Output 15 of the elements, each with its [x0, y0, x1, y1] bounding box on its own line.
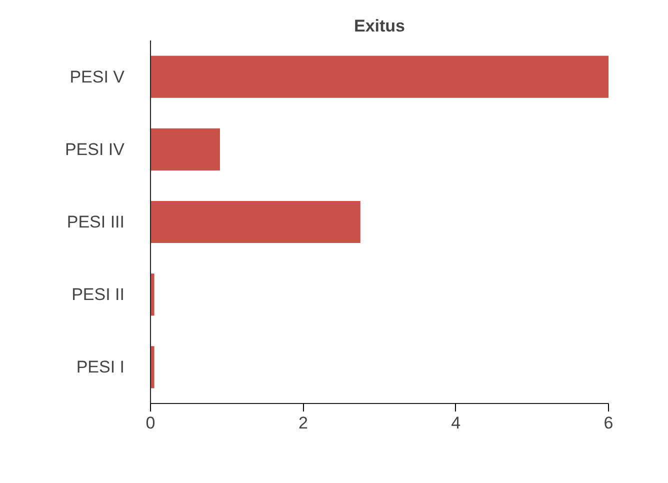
x-tick-label: 2 [298, 414, 308, 432]
y-tick-label: PESI V [70, 67, 126, 86]
bar [150, 346, 154, 388]
bar [150, 56, 608, 98]
y-tick-label: PESI IV [64, 140, 126, 159]
y-tick-label: PESI III [66, 212, 125, 232]
chart-title: Exitus [354, 16, 406, 36]
bar [150, 200, 360, 244]
x-tick-label: 0 [146, 414, 156, 432]
x-tick-label: 4 [451, 414, 461, 432]
y-tick-label: PESI I [76, 358, 124, 377]
y-tick-label: PESI II [72, 285, 125, 304]
bar [150, 128, 220, 170]
bar [150, 274, 154, 316]
x-tick-label: 6 [604, 414, 614, 432]
